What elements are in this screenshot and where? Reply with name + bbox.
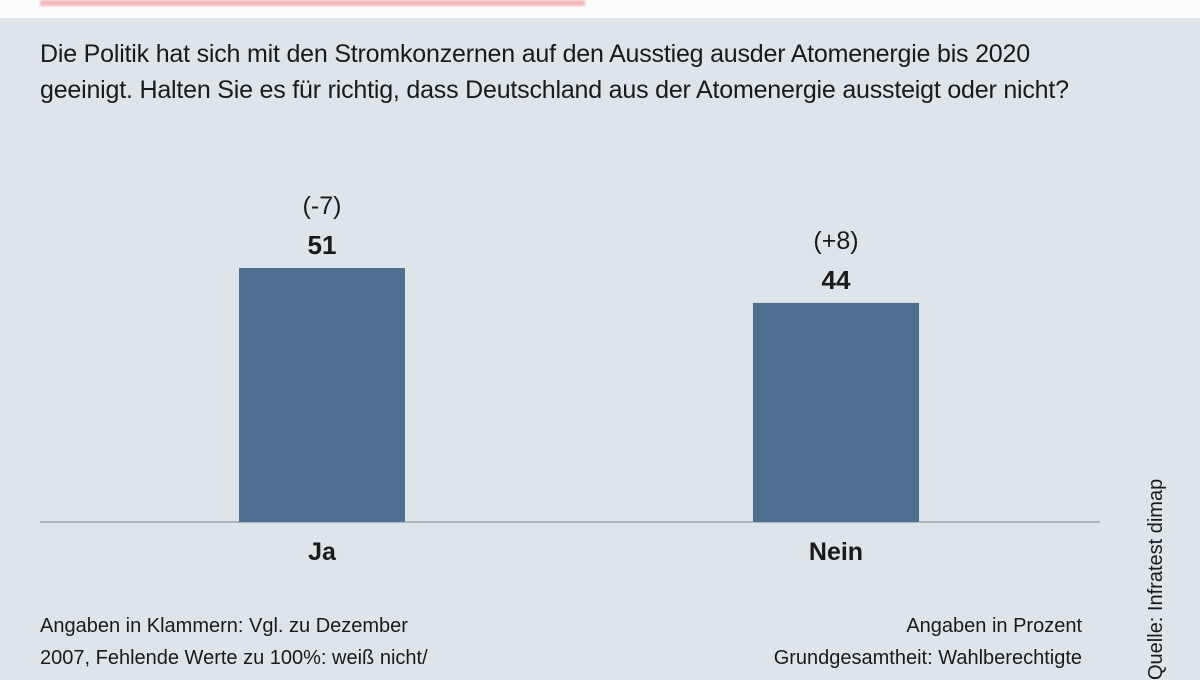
note-right-line1: Angaben in Prozent [906,615,1082,637]
bar-nein [753,302,919,522]
question-text: Die Politik hat sich mit den Stromkonzer… [40,40,1069,104]
value-label: 44 [822,265,851,295]
header-strip [0,0,1200,18]
note-left-line1: Angaben in Klammern: Vgl. zu Dezember [40,615,408,637]
category-label: Ja [308,538,337,566]
change-label: (-7) [303,192,342,220]
change-label: (+8) [813,227,858,255]
source-label: Quelle: Infratest dimap [1145,478,1167,680]
bar-ja [239,268,405,522]
note-left: Angaben in Klammern: Vgl. zu Dezember 20… [40,610,428,674]
note-left-line2: 2007, Fehlende Werte zu 100%: weiß nicht… [40,647,428,669]
note-right-line2: Grundgesamtheit: Wahlberechtigte [773,647,1082,669]
value-label: 51 [308,230,337,260]
note-right: Angaben in Prozent Grundgesamtheit: Wahl… [774,610,1082,674]
header-title-fragment [40,0,585,6]
category-label: Nein [809,538,863,566]
